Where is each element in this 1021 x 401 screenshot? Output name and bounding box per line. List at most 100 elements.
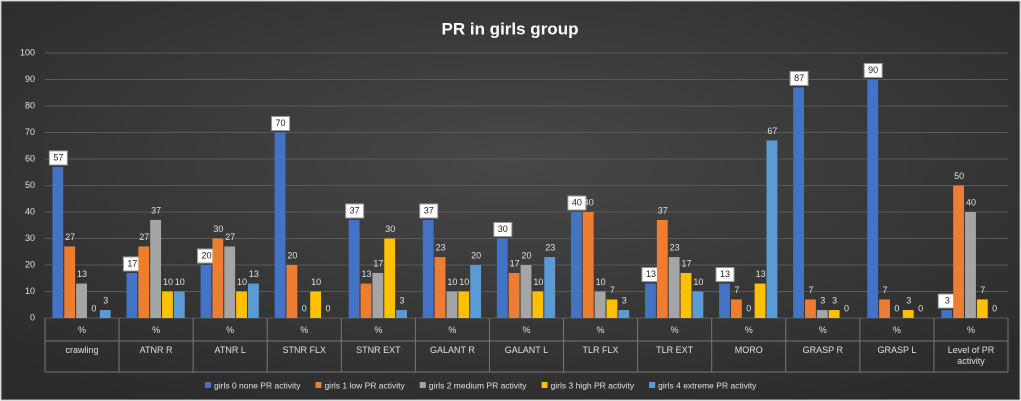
data-label: 20 xyxy=(287,250,297,260)
bar xyxy=(692,291,704,318)
data-label: 0 xyxy=(894,303,899,313)
data-label: 13 xyxy=(720,269,730,279)
data-label-box xyxy=(48,150,68,166)
legend-label: girls 1 low PR activity xyxy=(324,380,405,390)
bar xyxy=(434,257,446,318)
x-tick-unit: % xyxy=(300,325,309,335)
bar xyxy=(594,291,606,318)
y-tick-label: 40 xyxy=(25,206,35,216)
data-label: 23 xyxy=(436,242,446,252)
bar xyxy=(348,219,360,318)
data-label: 50 xyxy=(954,171,964,181)
bar xyxy=(173,291,185,318)
data-label: 23 xyxy=(670,242,680,252)
y-tick-label: 20 xyxy=(25,259,35,269)
data-label: 10 xyxy=(596,277,606,287)
bar xyxy=(965,212,976,318)
bar xyxy=(126,272,138,318)
x-tick-label: ATNR L xyxy=(214,345,246,355)
y-tick-label: 0 xyxy=(30,312,35,322)
data-label: 37 xyxy=(424,205,434,215)
data-label: 0 xyxy=(992,303,997,313)
bar xyxy=(422,219,434,318)
x-tick-label: STNR EXT xyxy=(356,345,401,355)
bar xyxy=(360,283,372,318)
bar xyxy=(162,291,173,318)
bar xyxy=(76,283,87,318)
bar xyxy=(64,246,76,318)
data-label: 7 xyxy=(610,285,615,295)
data-label: 0 xyxy=(302,303,307,313)
bar xyxy=(902,310,914,318)
data-label: 40 xyxy=(584,197,594,207)
y-tick-label: 30 xyxy=(25,233,35,243)
data-label: 13 xyxy=(756,269,766,279)
data-label-box xyxy=(493,222,513,237)
data-label-box xyxy=(271,116,291,131)
bar xyxy=(645,283,656,318)
bar xyxy=(532,291,544,318)
legend-label: girls 3 high PR activity xyxy=(551,380,635,390)
y-tick-label: 100 xyxy=(20,47,35,57)
y-tick-label: 80 xyxy=(25,100,35,110)
x-tick-label: GALANT L xyxy=(504,345,549,355)
bar xyxy=(618,310,630,318)
x-tick-label: Level of PR activity xyxy=(947,345,995,366)
data-label: 3 xyxy=(400,295,405,305)
bar xyxy=(544,257,556,318)
data-label: 3 xyxy=(832,295,837,305)
legend-swatch xyxy=(315,382,322,388)
data-label: 0 xyxy=(91,303,96,313)
data-label: 10 xyxy=(459,277,469,287)
bar xyxy=(310,291,322,318)
x-tick-unit: % xyxy=(596,325,605,335)
bar xyxy=(274,132,286,318)
x-tick-unit: % xyxy=(374,325,383,335)
data-label-box xyxy=(567,195,587,211)
bar xyxy=(656,219,668,318)
data-label: 37 xyxy=(350,205,360,215)
data-label: 17 xyxy=(373,258,383,268)
data-label: 67 xyxy=(767,126,777,136)
chart-title: PR in girls group xyxy=(442,19,579,38)
x-tick-unit: % xyxy=(670,325,679,335)
x-tick-unit: % xyxy=(78,325,87,335)
legend-swatch xyxy=(649,382,656,388)
bar xyxy=(680,272,692,318)
x-tick-unit: % xyxy=(818,325,827,335)
data-label: 40 xyxy=(966,197,976,207)
bar xyxy=(200,265,212,318)
data-label: 30 xyxy=(385,224,395,234)
data-label: 87 xyxy=(794,73,804,83)
bar xyxy=(976,299,988,318)
data-label: 10 xyxy=(533,277,543,287)
data-label: 10 xyxy=(237,277,247,287)
data-label: 10 xyxy=(311,277,321,287)
bar xyxy=(508,272,520,318)
bar xyxy=(212,238,224,318)
x-tick-unit: % xyxy=(744,325,753,335)
data-label-box xyxy=(863,63,883,78)
x-tick-unit: % xyxy=(966,325,975,335)
data-label-box xyxy=(419,203,439,219)
bar xyxy=(805,299,816,318)
data-label: 30 xyxy=(498,224,508,234)
bar xyxy=(766,140,778,318)
data-label: 20 xyxy=(521,250,531,260)
data-label: 10 xyxy=(163,277,173,287)
bar xyxy=(879,299,890,318)
data-label: 90 xyxy=(868,65,878,75)
x-tick-label: GRASP L xyxy=(877,345,917,355)
data-label: 17 xyxy=(127,258,137,268)
y-tick-label: 10 xyxy=(25,286,35,296)
x-tick-unit: % xyxy=(152,325,161,335)
bar xyxy=(496,238,508,318)
legend-label: girls 4 extreme PR activity xyxy=(658,380,757,390)
bar xyxy=(793,87,805,318)
data-label: 17 xyxy=(510,258,520,268)
data-label: 0 xyxy=(746,303,751,313)
data-label: 40 xyxy=(572,197,582,207)
